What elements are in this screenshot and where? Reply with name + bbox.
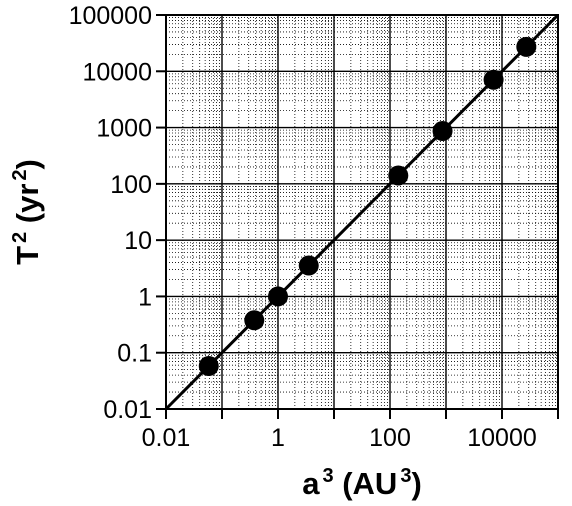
- x-tick-label: 100: [369, 424, 411, 452]
- data-point: [516, 36, 537, 57]
- data-point: [483, 69, 504, 90]
- data-point: [432, 121, 453, 142]
- y-axis-title: T2 (yr2): [9, 159, 45, 265]
- data-point: [268, 286, 288, 307]
- y-tick-label: 100: [110, 171, 152, 199]
- y-tick-label: 0.1: [117, 340, 152, 368]
- x-tick-label: 1: [271, 424, 285, 452]
- data-point: [388, 165, 409, 186]
- x-tick-labels: 0.01 1 100 10000: [142, 424, 537, 452]
- y-tick-label: 1000: [96, 115, 152, 143]
- y-tick-label: 100000: [69, 2, 152, 30]
- data-point: [244, 310, 265, 331]
- data-point: [198, 356, 219, 377]
- plot-frame: [165, 14, 559, 410]
- minor-grid: [166, 15, 558, 409]
- x-tick-label: 10000: [467, 424, 537, 452]
- y-tick-label: 0.01: [103, 396, 152, 424]
- y-tick-label: 10000: [82, 58, 152, 86]
- data-point: [298, 255, 319, 276]
- y-tick-label: 1: [138, 283, 152, 311]
- y-tick-label: 10: [124, 227, 152, 255]
- data-points: [198, 36, 537, 377]
- y-tick-labels: 0.01 0.1 1 10 100 1000 10000 100000: [69, 2, 152, 424]
- x-tick-label: 0.01: [142, 424, 191, 452]
